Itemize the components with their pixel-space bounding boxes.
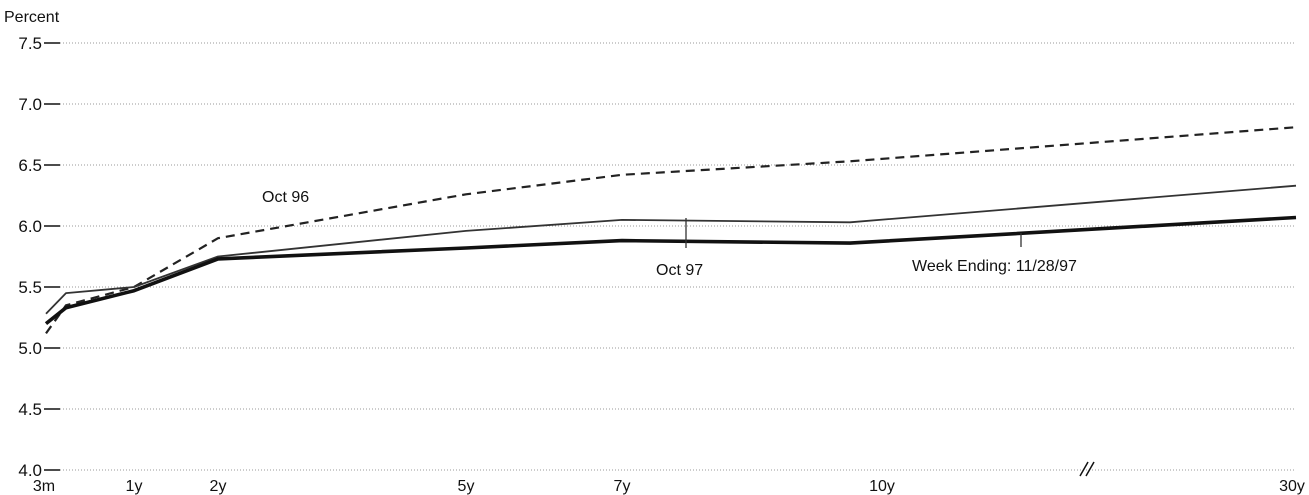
annotation-label: Week Ending: 11/28/97 [912,258,1077,275]
y-tick-label: 7.5 [18,34,42,53]
series-lines [44,126,1297,335]
x-tick-label: 3m [33,478,55,495]
x-tick-label: 1y [126,478,143,495]
x-axis-ticks: 3m 1y 2y 5y 7y 10y 30y [33,478,1305,495]
y-tick-label: 7.0 [18,95,42,114]
y-tick-label: 4.5 [18,400,42,419]
x-tick-label: 5y [458,478,475,495]
annotation-label: Oct 97 [656,262,703,279]
x-tick-label: 30y [1279,478,1305,495]
annotation-markers [685,218,1022,248]
series-line-2 [44,215,1297,326]
y-tick-label: 4.0 [18,461,42,480]
x-tick-label: 7y [614,478,631,495]
series-line-0 [45,126,1297,335]
axis-break-mark [1079,461,1095,477]
x-tick-label: 10y [869,478,895,495]
y-tick-label: 5.5 [18,278,42,297]
axis-break-stroke [1085,461,1095,477]
axis-break-stroke [1079,461,1089,477]
gridlines [60,42,1296,471]
annotation-label: Oct 96 [262,189,309,206]
y-axis-ticks: 4.0 4.5 5.0 5.5 6.0 6.5 7.0 7.5 [18,34,60,480]
y-tick-label: 5.0 [18,339,42,358]
annotations: Oct 96 Oct 97 Week Ending: 11/28/97 [262,189,1077,279]
x-tick-label: 2y [210,478,227,495]
y-tick-label: 6.0 [18,217,42,236]
y-tick-label: 6.5 [18,156,42,175]
series-line-1 [45,184,1297,315]
y-axis-label: Percent [4,9,60,26]
